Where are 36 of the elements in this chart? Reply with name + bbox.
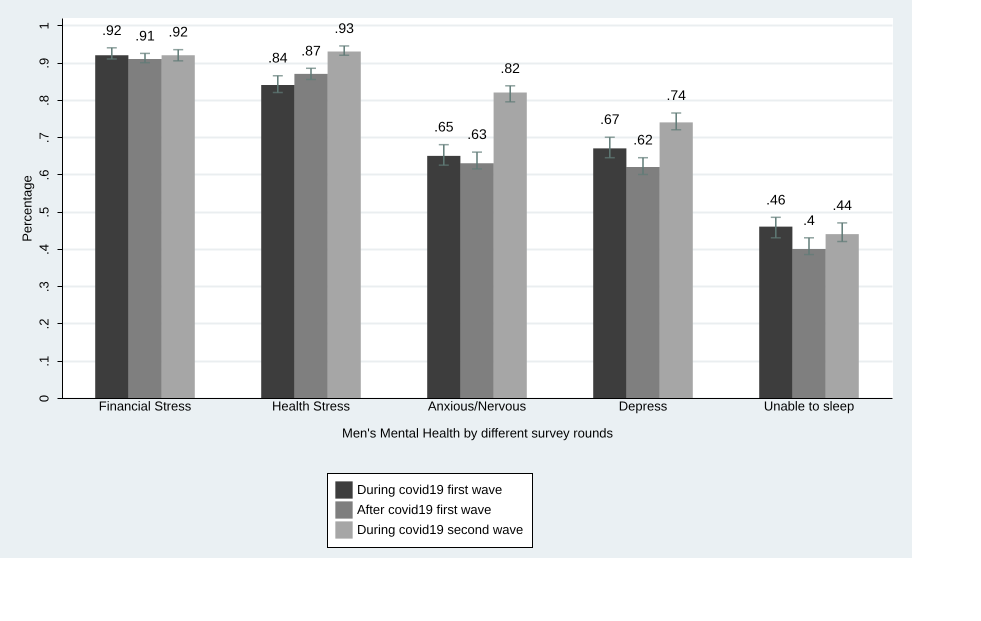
y-tick-label: .1 <box>36 356 52 367</box>
y-tick-label: 1 <box>36 22 52 30</box>
data-label: .92 <box>168 24 188 40</box>
data-label: .63 <box>467 126 487 142</box>
x-tick-label: Anxious/Nervous <box>428 398 527 414</box>
data-label: .87 <box>301 42 321 58</box>
y-tick-label: .8 <box>36 95 52 106</box>
data-label: .67 <box>600 111 620 128</box>
x-axis-title: Men's Mental Health by different survey rounds <box>342 426 614 440</box>
data-label: .62 <box>633 132 653 148</box>
data-label: .92 <box>102 22 122 38</box>
data-label: .93 <box>334 20 354 36</box>
y-axis-title: Percentage <box>20 175 34 242</box>
legend-label: During covid19 first wave <box>357 482 502 497</box>
y-tick-label: .3 <box>36 281 52 292</box>
legend-label: After covid19 first wave <box>357 502 492 517</box>
data-label: .82 <box>500 60 520 76</box>
x-tick-label: Health Stress <box>272 398 351 414</box>
y-tick-label: .4 <box>36 244 52 255</box>
data-label: .65 <box>434 118 454 135</box>
y-tick-label: .6 <box>36 170 52 180</box>
x-tick-label: Depress <box>618 398 668 414</box>
y-tick-label: .7 <box>36 132 52 144</box>
legend-label: During covid19 second wave <box>357 522 524 537</box>
data-label: .44 <box>832 196 852 213</box>
x-tick-label: Financial Stress <box>98 398 192 414</box>
y-tick-label: .9 <box>36 58 52 69</box>
data-label: .46 <box>766 191 786 208</box>
y-tick-label: .5 <box>36 206 52 218</box>
x-tick-label: Unable to sleep <box>764 398 854 414</box>
data-label: .74 <box>666 87 686 103</box>
data-label: .84 <box>268 50 288 66</box>
y-tick-label: 0 <box>36 394 52 402</box>
data-label: .4 <box>803 212 816 228</box>
data-label: .91 <box>135 27 155 44</box>
y-tick-label: .2 <box>36 318 52 330</box>
